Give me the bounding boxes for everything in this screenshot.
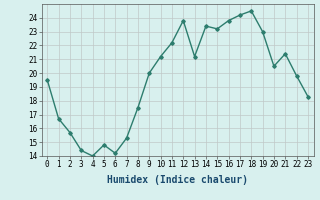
X-axis label: Humidex (Indice chaleur): Humidex (Indice chaleur) xyxy=(107,175,248,185)
